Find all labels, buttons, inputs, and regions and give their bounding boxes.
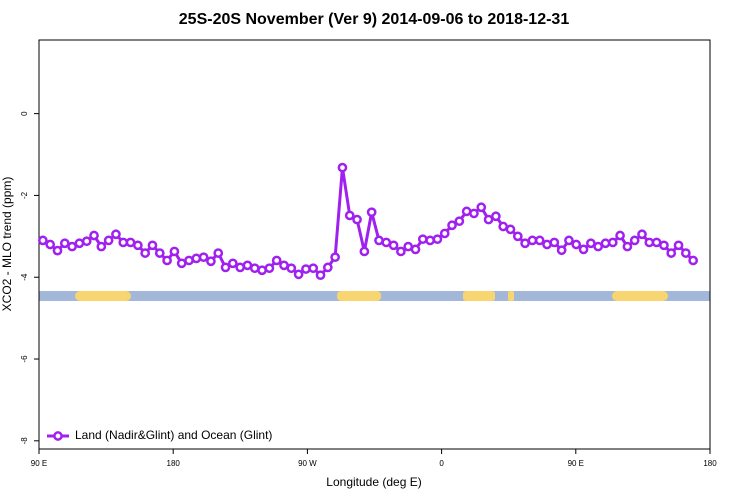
point	[315, 270, 326, 281]
y-axis-label: XCO2 - MLO trend (ppm)	[0, 177, 14, 312]
point	[133, 240, 143, 251]
point	[169, 246, 180, 257]
point	[96, 241, 107, 252]
point	[198, 252, 209, 263]
point	[154, 248, 165, 258]
point	[600, 238, 611, 249]
point	[330, 252, 340, 263]
plot-frame	[38, 39, 711, 450]
point	[688, 255, 699, 266]
point	[352, 214, 362, 225]
point	[571, 239, 582, 250]
point	[637, 229, 647, 240]
point	[417, 234, 428, 245]
point	[45, 239, 56, 250]
point	[534, 235, 545, 246]
x-tick-label: 90 E	[568, 459, 584, 468]
point	[67, 241, 77, 252]
chart-title: 25S-20S November (Ver 9) 2014-09-06 to 2…	[179, 11, 570, 28]
point	[491, 211, 501, 222]
point	[213, 248, 224, 258]
series-line	[42, 166, 695, 277]
point	[359, 246, 370, 257]
x-tick-label: 180	[703, 459, 717, 468]
land-segment	[463, 291, 495, 301]
y-tick-label: -2	[20, 191, 29, 199]
point	[81, 236, 92, 247]
point	[191, 253, 202, 264]
point	[659, 240, 669, 251]
point	[607, 237, 618, 248]
point	[264, 263, 275, 274]
point	[59, 238, 70, 249]
point	[286, 263, 297, 274]
point	[512, 231, 523, 242]
point	[396, 246, 406, 257]
point	[615, 230, 625, 241]
point	[556, 245, 567, 256]
x-tick-label: 180	[167, 459, 181, 468]
point	[410, 244, 421, 255]
point	[666, 248, 677, 258]
y-tick-label: 0	[20, 111, 29, 116]
point	[111, 229, 121, 240]
legend-marker	[53, 431, 63, 441]
point	[162, 255, 172, 266]
point	[578, 244, 589, 255]
point	[227, 258, 238, 269]
point	[469, 208, 479, 219]
point	[629, 235, 640, 246]
point	[366, 207, 377, 218]
legend-label: Land (Nadir&Glint) and Ocean (Glint)	[75, 428, 272, 442]
land-segment	[337, 291, 381, 301]
x-tick-label: 90 W	[298, 459, 317, 468]
point	[476, 202, 487, 213]
y-tick-label: -4	[20, 273, 29, 281]
point	[564, 235, 574, 246]
y-tick-label: -8	[20, 437, 29, 445]
point	[147, 240, 158, 251]
point	[89, 230, 99, 241]
point	[439, 228, 450, 239]
point	[447, 220, 457, 231]
point	[344, 210, 355, 221]
land-ocean-band	[39, 291, 710, 301]
point	[432, 234, 443, 245]
land-segment	[508, 291, 514, 301]
point	[308, 263, 319, 274]
point	[505, 224, 516, 235]
point	[337, 162, 348, 173]
point	[52, 245, 63, 256]
land-segment	[75, 291, 131, 301]
x-axis-label: Longitude (deg E)	[326, 475, 421, 489]
point	[680, 248, 691, 258]
point	[454, 216, 465, 227]
y-tick-label: -6	[20, 355, 29, 363]
point	[483, 214, 494, 225]
point	[322, 262, 333, 273]
point	[425, 235, 435, 246]
point	[388, 240, 399, 251]
point	[293, 269, 304, 280]
point	[140, 248, 151, 258]
point	[549, 237, 560, 248]
point	[586, 238, 596, 249]
point	[622, 241, 633, 252]
point	[206, 256, 216, 267]
point	[220, 262, 231, 273]
x-tick-label: 0	[439, 459, 444, 468]
land-segment	[612, 291, 668, 301]
point	[593, 241, 604, 252]
point	[301, 264, 311, 274]
x-tick-label: 90 E	[31, 459, 47, 468]
point	[673, 240, 684, 251]
point	[271, 255, 282, 266]
point	[103, 235, 114, 246]
point	[38, 235, 48, 246]
